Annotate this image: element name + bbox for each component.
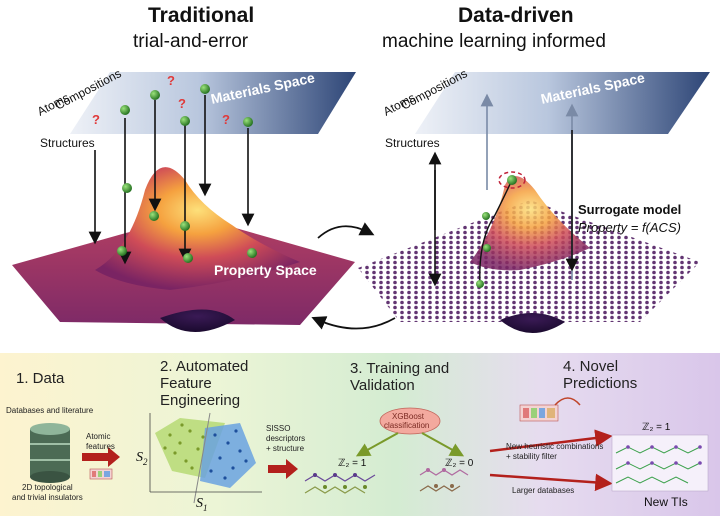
atomic-features-line1: Atomic [86,432,111,441]
flow-arrow [268,459,298,479]
heuristic-label-line1: New heuristic combinations [506,442,604,451]
right-materials-plane [415,72,710,134]
decision-boundary [193,412,211,504]
feature-points-a [163,423,205,470]
step-feature-title-1: 2. Automated [160,358,249,375]
sample-dot [150,90,160,100]
crystal-structure-icon [304,473,376,494]
sample-dot [243,117,253,127]
larger-databases-label: Larger databases [512,486,575,495]
right-property-peak [470,176,590,271]
axis-s1-label: S1 [196,496,208,513]
crystal-atoms [626,445,702,465]
step-data-title: 1. Data [16,370,65,387]
right-axis-structures: Structures [385,136,440,150]
optimum-highlight [498,171,526,189]
sample-dot [183,253,193,263]
left-property-peak [95,167,300,290]
sample-dot [200,84,210,94]
flow-arrow [82,447,120,467]
left-property-well [160,309,235,333]
surrogate-model-formula: Property = f(ACS) [578,220,681,235]
sample-dot [507,175,517,185]
sample-dot [483,244,491,252]
sample-dot [180,116,190,126]
sample-dot [117,246,127,256]
step-training-title-1: 3. Training and [350,360,450,377]
sample-dot [482,212,490,220]
sisso-label-line1: SISSO [266,424,291,433]
step-feature-title-2: Feature [160,375,212,392]
property-space-label: Property Space [214,262,317,278]
crystal-structure-icon [615,446,701,484]
prediction-z2-label: ℤ₂ = 1 [642,422,671,433]
sample-dot [247,248,257,258]
left-subtitle: trial-and-error [133,31,249,52]
z2-one-label: ℤ₂ = 1 [338,458,367,469]
left-title: Traditional [148,4,255,27]
database-icon [30,423,70,483]
question-mark: ? [167,73,175,88]
atomic-features-line2: features [86,442,115,451]
surrogate-model-title: Surrogate model [578,202,681,217]
left-materials-plane [70,72,356,134]
sample-dot [180,221,190,231]
sisso-label-line2: descriptors [266,434,306,443]
periodic-table-icon [519,404,559,422]
right-title: Data-driven [458,4,574,27]
cycle-arrow-back [311,316,396,330]
sample-dot [149,211,159,221]
step-training-title-2: Validation [350,377,415,394]
crystal-structure-icon [419,468,469,492]
prediction-arrow [489,429,613,453]
sisso-label-line3: + structure [266,444,305,453]
xgboost-label-line1: XGBoost [392,412,425,421]
prediction-arrow [489,473,613,492]
new-tis-label: New TIs [644,495,688,509]
question-mark: ? [178,96,186,111]
z2-zero-label: ℤ₂ = 0 [445,458,474,469]
tree-branch [421,432,465,457]
question-mark: ? [92,112,100,127]
periodic-table-icon [89,468,113,480]
sample-dot [476,280,484,288]
data-caption-line1: 2D topological [22,483,73,492]
step-predictions-title-2: Predictions [563,375,638,392]
data-caption-line2: and trivial insulators [12,493,83,502]
xgboost-label-line2: classification [384,421,430,430]
step-feature-title-3: Engineering [160,392,241,409]
right-subtitle: machine learning informed [382,31,606,52]
feature-points-b [209,429,248,480]
xgboost-node [379,407,441,435]
tree-branch [355,432,399,457]
sample-dot [120,105,130,115]
cycle-arrow-forward [317,222,375,239]
axis-s2-label: S2 [136,450,148,467]
sample-dot [122,183,132,193]
recombination-arc [554,397,581,406]
workflow-steps-diagram [30,397,709,504]
step-predictions-title-1: 4. Novel [563,358,619,375]
question-mark: ? [222,112,230,127]
heuristic-label-line2: + stability filter [506,452,557,461]
optimization-path [479,179,513,286]
left-axis-structures: Structures [40,136,95,150]
data-sources-label: Databases and literature [6,406,94,415]
feature-region-b [200,423,256,488]
workflow-comparison-diagram: ? ? ? ? Materials Space Atoms Compositio… [12,66,710,334]
right-property-well [500,312,565,334]
